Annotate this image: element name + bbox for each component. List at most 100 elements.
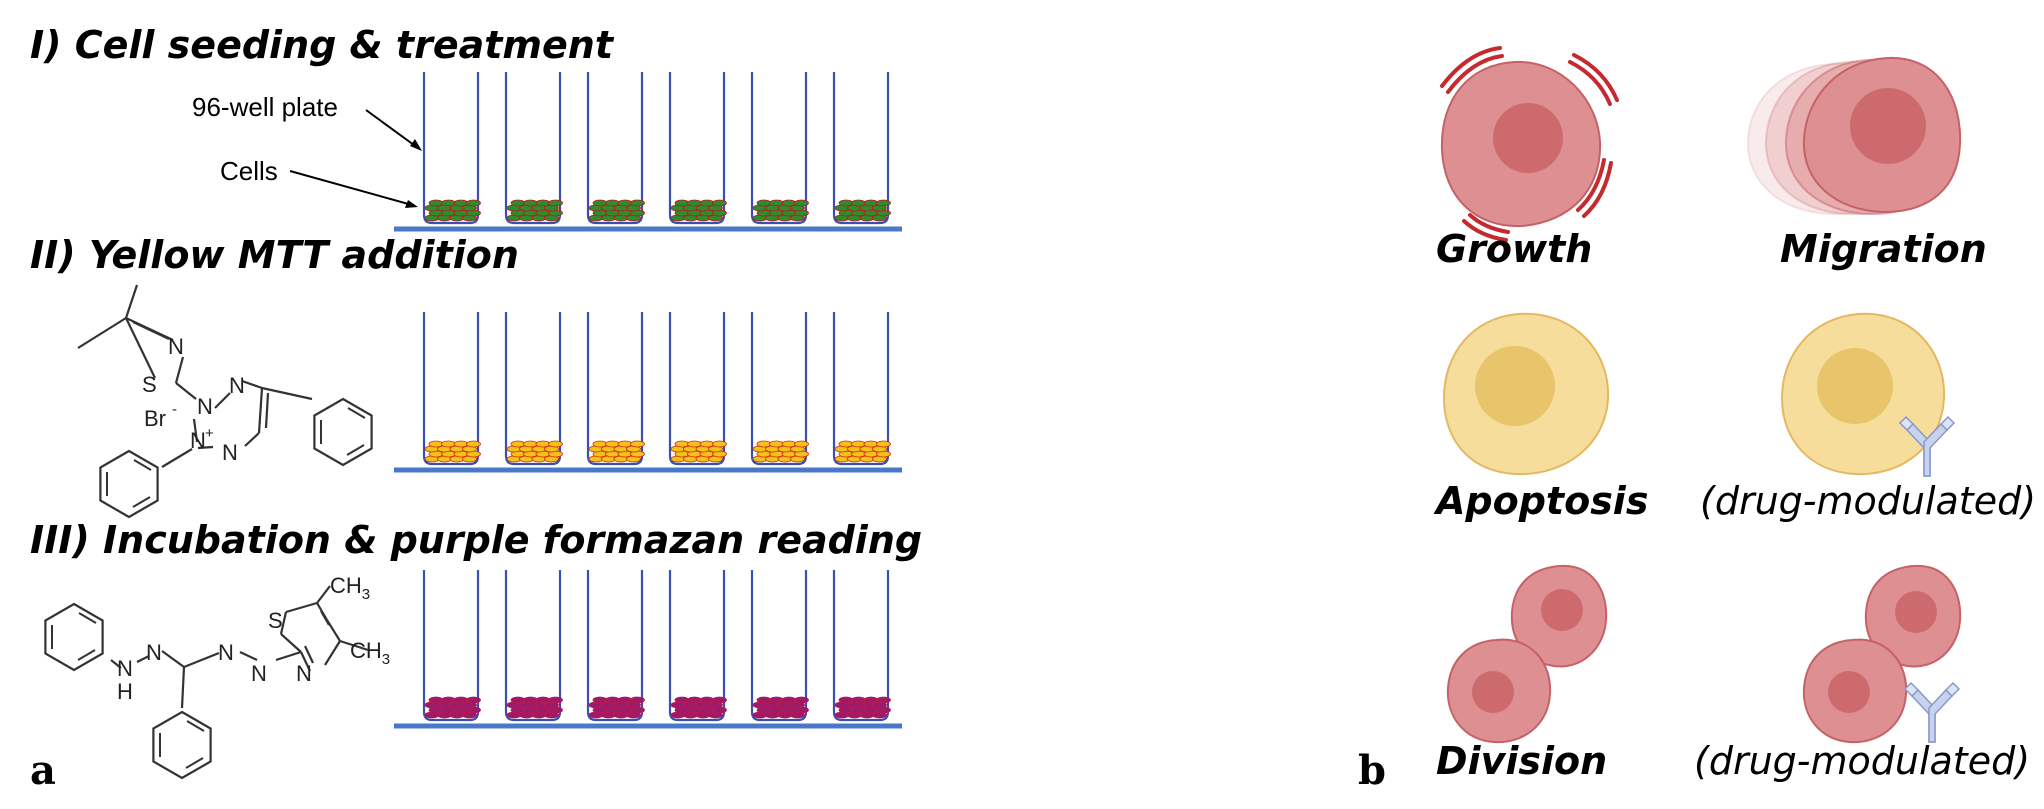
cell — [441, 440, 456, 448]
well — [422, 72, 480, 225]
mtt-N1: N — [168, 334, 184, 359]
cell — [769, 199, 784, 207]
cell — [428, 440, 444, 448]
cell — [630, 199, 645, 207]
mtt-N5: N — [222, 440, 238, 465]
well — [668, 312, 726, 466]
mtt-N4: N — [190, 428, 206, 453]
antibody-icon — [1904, 682, 1960, 743]
cell — [876, 199, 891, 207]
cell — [781, 199, 797, 207]
well — [586, 570, 644, 722]
cell — [466, 696, 481, 704]
cell — [548, 696, 563, 704]
cell — [630, 440, 645, 448]
cell — [510, 199, 526, 207]
division-cells — [1446, 564, 1608, 744]
cell — [838, 696, 854, 704]
cell — [794, 696, 809, 704]
mtt-S: S — [142, 372, 157, 397]
plate-label: 96-well plate — [192, 92, 338, 122]
cell — [794, 440, 809, 448]
cell — [453, 696, 469, 704]
formazan-CH3-top: CH3 — [330, 573, 370, 603]
well — [504, 570, 562, 722]
cell — [592, 199, 608, 207]
mtt-plus: + — [205, 425, 214, 442]
well — [586, 312, 644, 466]
cells-label: Cells — [220, 156, 278, 186]
well — [668, 570, 726, 722]
formazan-N5: N — [296, 661, 312, 686]
cell — [630, 696, 645, 704]
well — [504, 312, 562, 466]
cell — [699, 199, 715, 207]
cell — [769, 440, 784, 448]
cell — [617, 199, 633, 207]
cell — [756, 199, 772, 207]
cell — [674, 440, 690, 448]
step-3-title: III) Incubation & purple formazan readin… — [30, 518, 922, 562]
cell — [781, 440, 797, 448]
cell — [699, 696, 715, 704]
formazan-N3: N — [218, 640, 234, 665]
drug-modulated-label-2: (drug-modulated) — [1694, 739, 2030, 783]
cells-arrowhead — [405, 200, 418, 208]
well — [422, 570, 480, 722]
well-plate-1 — [394, 72, 902, 232]
apoptosis-label: Apoptosis — [1433, 479, 1648, 523]
well — [832, 570, 890, 722]
cell — [510, 440, 526, 448]
cell — [592, 696, 608, 704]
cell — [523, 440, 538, 448]
panel-b-letter: b — [1358, 747, 1386, 794]
cell — [712, 696, 727, 704]
migration-cell — [1746, 56, 1962, 216]
mtt-minus: - — [172, 401, 177, 418]
division-label: Division — [1436, 739, 1607, 783]
mtt-benzene-right — [313, 397, 373, 467]
cell — [838, 199, 854, 207]
panel-b: Growth Migration Apoptosis (drug-modulat… — [1358, 46, 2036, 794]
cell — [756, 440, 772, 448]
well — [750, 570, 808, 722]
well — [832, 72, 890, 225]
plate-arrow — [365, 109, 419, 149]
formazan-H: H — [117, 679, 133, 704]
formazan-benzene-bottom — [152, 710, 212, 780]
drug-modulated-apoptosis-cell — [1780, 312, 1955, 477]
cell — [535, 199, 551, 207]
cell — [605, 696, 620, 704]
cell — [548, 440, 563, 448]
mtt-N2: N — [197, 394, 213, 419]
well-plate-3 — [394, 570, 902, 729]
cell — [794, 199, 809, 207]
cell — [441, 696, 456, 704]
cell — [523, 696, 538, 704]
cell — [510, 696, 526, 704]
cell — [535, 440, 551, 448]
cell — [838, 440, 854, 448]
cell — [781, 696, 797, 704]
mtt-N3: N — [229, 373, 245, 398]
cell — [687, 696, 702, 704]
step-2-title: II) Yellow MTT addition — [30, 233, 519, 277]
formazan-N2: N — [146, 640, 162, 665]
formazan-benzene-left — [44, 602, 104, 672]
mtt-structure — [77, 284, 313, 468]
well — [750, 312, 808, 466]
cells-arrow — [289, 170, 413, 206]
cell — [674, 696, 690, 704]
cell — [548, 199, 563, 207]
well — [832, 312, 890, 466]
cell — [851, 440, 866, 448]
cell — [605, 440, 620, 448]
cell — [863, 199, 879, 207]
cell — [466, 440, 481, 448]
cell — [876, 440, 891, 448]
growth-cell — [1440, 46, 1619, 242]
well — [750, 72, 808, 225]
cell — [863, 696, 879, 704]
drug-modulated-division-cells — [1802, 564, 1962, 744]
